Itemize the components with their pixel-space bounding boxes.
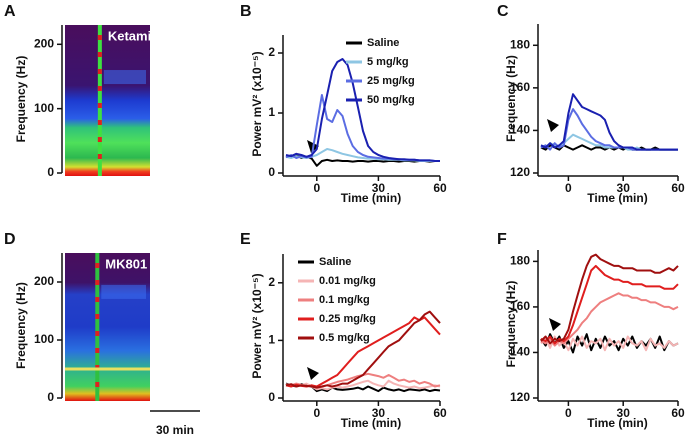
y-axis-label: Frequency (Hz) — [14, 56, 28, 143]
annotation: MK801 — [105, 256, 147, 271]
legend-label: 25 mg/kg — [367, 75, 415, 87]
panel-label: E — [240, 231, 251, 248]
x-tick-label: 60 — [433, 181, 447, 195]
x-tick-label: 60 — [671, 181, 685, 195]
x-tick-label: 30 — [372, 181, 386, 195]
series-line — [540, 264, 679, 345]
series-line — [540, 253, 679, 345]
series-line — [285, 154, 440, 167]
y-tick-label: 180 — [510, 254, 530, 268]
y-tick-label: 1 — [268, 333, 275, 347]
legend-label: 50 mg/kg — [367, 94, 415, 106]
x-tick-label: 30 — [617, 406, 631, 420]
legend-label: Saline — [319, 256, 351, 268]
artifact-dot — [95, 280, 100, 285]
x-axis-label: Time (min) — [341, 416, 401, 430]
x-tick-label: 0 — [565, 406, 572, 420]
spectrogram-image — [65, 253, 150, 401]
x-axis-label: Time (min) — [587, 416, 647, 430]
y-tick-label: 100 — [34, 332, 54, 346]
spectral-band — [103, 70, 146, 85]
y-tick-label: 200 — [34, 274, 54, 288]
series-line — [540, 333, 679, 354]
x-tick-label: 0 — [313, 406, 320, 420]
legend-label: Saline — [367, 37, 399, 49]
y-axis-label: Power mV² (x10⁻⁵) — [250, 51, 264, 156]
artifact-dot — [97, 137, 102, 142]
y-tick-label: 140 — [510, 123, 530, 137]
spectrogram — [65, 253, 150, 401]
y-axis-label: Frequency (Hz) — [14, 282, 28, 369]
y-tick-label: 160 — [510, 299, 530, 313]
artifact-dot — [95, 314, 100, 319]
x-tick-label: 30 — [617, 181, 631, 195]
injection-arrow — [307, 367, 319, 380]
artifact-dot — [97, 103, 102, 108]
x-axis-label: Time (min) — [587, 191, 647, 205]
legend-label: 5 mg/kg — [367, 56, 409, 68]
scale-bar-label: 30 min — [156, 423, 194, 437]
injection-arrow — [549, 318, 561, 331]
y-tick-label: 100 — [34, 101, 54, 115]
series-line — [285, 316, 441, 388]
series-line — [540, 292, 679, 347]
artifact-dot — [95, 297, 100, 302]
y-tick-label: 200 — [34, 36, 54, 50]
x-axis-label: Time (min) — [341, 191, 401, 205]
artifact-dot — [95, 331, 100, 336]
series-line — [285, 58, 440, 162]
y-tick-label: 1 — [268, 105, 275, 119]
y-axis-label: Power mV² (x10⁻⁵) — [250, 273, 264, 378]
legend-label: 0.01 mg/kg — [319, 275, 376, 287]
y-tick-label: 0 — [47, 165, 54, 179]
y-tick-label: 180 — [510, 37, 530, 51]
series-line — [285, 310, 441, 389]
artifact-dot — [97, 35, 102, 40]
injection-artifact — [95, 253, 100, 401]
artifact-dot — [97, 154, 102, 159]
injection-artifact — [97, 25, 102, 176]
x-tick-label: 0 — [565, 181, 572, 195]
y-axis-label: Frequency (Hz) — [504, 281, 518, 368]
series-line — [540, 93, 678, 151]
injection-arrow — [547, 119, 559, 132]
panel-label: B — [240, 3, 252, 20]
y-axis-label: Frequency (Hz) — [504, 55, 518, 142]
artifact-dot — [97, 86, 102, 91]
spectral-band — [101, 284, 146, 299]
panel-label: A — [4, 3, 16, 20]
y-tick-label: 0 — [268, 165, 275, 179]
y-tick-label: 140 — [510, 345, 530, 359]
artifact-dot — [95, 263, 100, 268]
legend-label: 0.25 mg/kg — [319, 313, 376, 325]
artifact-dot — [97, 52, 102, 57]
panel-label: D — [4, 231, 16, 248]
panel-label: F — [497, 231, 507, 248]
artifact-dot — [95, 348, 100, 353]
spectrogram — [65, 25, 150, 176]
y-tick-label: 120 — [510, 390, 530, 404]
annotation: Ketamine — [108, 28, 167, 43]
x-tick-label: 0 — [313, 181, 320, 195]
y-tick-label: 160 — [510, 80, 530, 94]
y-tick-label: 0 — [47, 390, 54, 404]
artifact-dot — [97, 69, 102, 74]
spectrogram-image — [65, 25, 150, 176]
x-tick-label: 60 — [433, 406, 447, 420]
y-tick-label: 2 — [268, 275, 275, 289]
artifact-dot — [95, 382, 100, 387]
artifact-dot — [97, 120, 102, 125]
x-tick-label: 60 — [671, 406, 685, 420]
y-tick-label: 0 — [268, 390, 275, 404]
panel-label: C — [497, 3, 509, 20]
legend-label: 0.1 mg/kg — [319, 294, 370, 306]
y-tick-label: 120 — [510, 165, 530, 179]
injection-markers — [307, 119, 561, 380]
x-tick-label: 30 — [372, 406, 386, 420]
legend-label: 0.5 mg/kg — [319, 332, 370, 344]
y-tick-label: 2 — [268, 45, 275, 59]
line-noise — [65, 367, 150, 371]
